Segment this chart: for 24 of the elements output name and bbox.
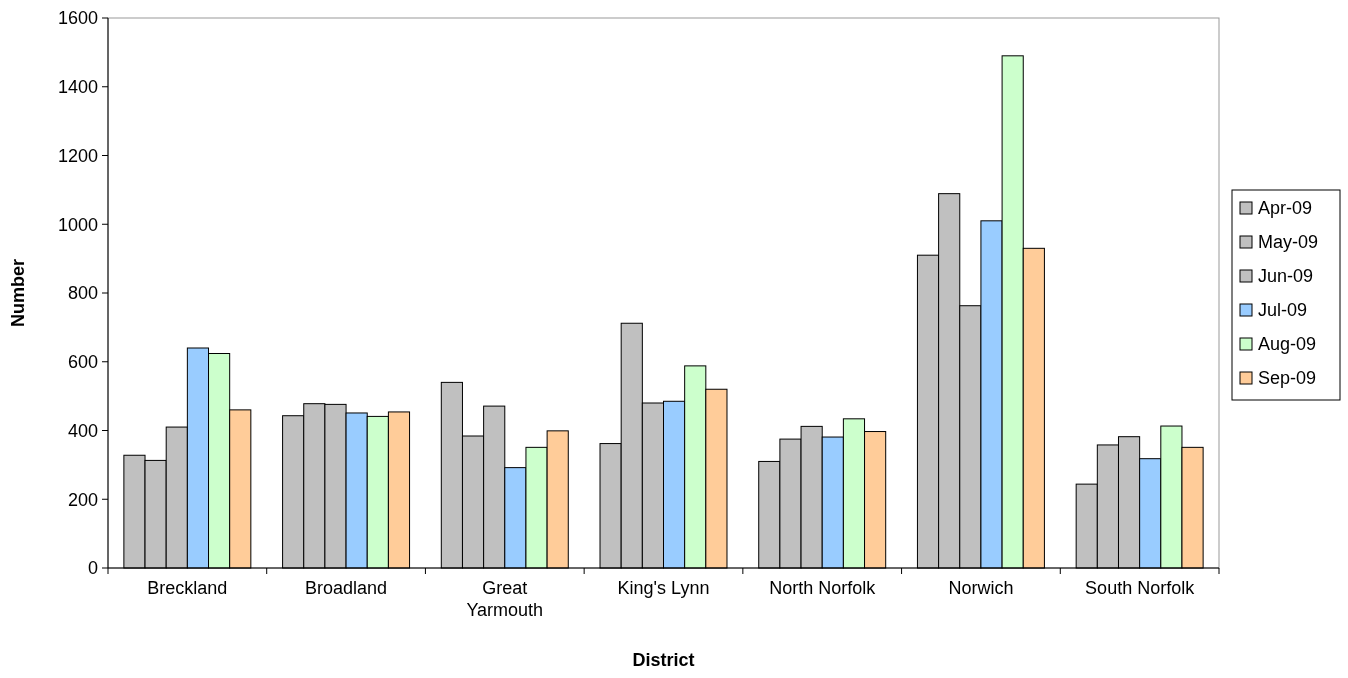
x-tick-label: Broadland xyxy=(305,578,388,598)
y-tick-label: 1000 xyxy=(57,214,98,235)
legend-label: Sep-09 xyxy=(1258,368,1317,389)
y-tick-label: 1600 xyxy=(57,8,98,29)
x-tick-label: Breckland xyxy=(147,578,228,598)
y-tick-label: 0 xyxy=(87,558,98,579)
x-tick-label: Norwich xyxy=(948,578,1014,598)
y-tick-label: 400 xyxy=(67,420,98,441)
y-axis-title: Number xyxy=(8,258,28,328)
legend-label: May-09 xyxy=(1258,232,1319,253)
x-tick-label: North Norfolk xyxy=(769,578,877,598)
x-tick-label: King's Lynn xyxy=(617,578,710,598)
y-tick-label: 1200 xyxy=(57,145,98,166)
x-tick-label: Great Yarmouth xyxy=(466,578,544,620)
legend-label: Jun-09 xyxy=(1258,266,1314,287)
y-tick-label: 200 xyxy=(67,489,98,510)
y-tick-label: 800 xyxy=(67,283,98,304)
y-tick-label: 1400 xyxy=(57,77,98,98)
y-tick-label: 600 xyxy=(67,352,98,373)
x-tick-label: South Norfolk xyxy=(1085,578,1196,598)
legend-label: Jul-09 xyxy=(1258,300,1308,321)
x-axis-title: District xyxy=(632,650,695,670)
legend-label: Aug-09 xyxy=(1258,334,1317,355)
legend-label: Apr-09 xyxy=(1258,198,1313,219)
